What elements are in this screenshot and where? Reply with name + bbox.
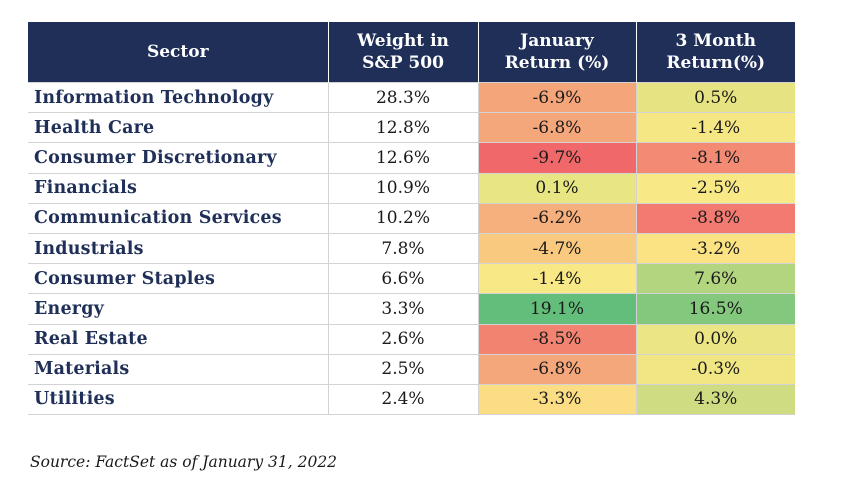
three-month-return-cell: 0.0% [635,323,795,355]
january-return-cell: 19.1% [477,293,636,324]
january-return-cell: -3.3% [477,383,636,416]
sector-name-cell: Industrials [28,232,328,264]
january-return-cell: -6.9% [477,81,636,113]
header-january-return: January Return (%) [477,22,636,83]
three-month-return-cell: 0.5% [635,81,795,113]
table-row: Materials 2.5% -6.8% -0.3% [28,353,795,385]
table-row: Energy 3.3% 19.1% 16.5% [28,293,795,324]
weight-cell: 2.6% [327,323,478,355]
three-month-return-cell: -8.8% [635,202,795,234]
sector-name-cell: Information Technology [28,81,328,113]
three-month-return-cell: -2.5% [635,172,795,204]
sector-name-cell: Energy [28,293,328,324]
weight-cell: 28.3% [327,81,478,113]
weight-cell: 10.2% [327,202,478,234]
january-return-cell: -1.4% [477,263,636,294]
weight-cell: 2.4% [327,383,478,416]
table-row: Industrials 7.8% -4.7% -3.2% [28,232,795,264]
table-row: Financials 10.9% 0.1% -2.5% [28,172,795,204]
table-row: Real Estate 2.6% -8.5% 0.0% [28,323,795,355]
three-month-return-cell: -3.2% [635,232,795,264]
weight-cell: 12.8% [327,112,478,143]
sector-name-cell: Utilities [28,383,328,416]
sector-name-cell: Materials [28,353,328,385]
january-return-cell: -9.7% [477,142,636,174]
three-month-return-cell: -0.3% [635,353,795,385]
table-row: Consumer Staples 6.6% -1.4% 7.6% [28,263,795,294]
table-body: Information Technology 28.3% -6.9% 0.5% Heal… [28,81,795,416]
sector-returns-table: Sector Weight in S&P 500 January Return (%… [28,22,795,416]
january-return-cell: -6.8% [477,353,636,385]
three-month-return-cell: -8.1% [635,142,795,174]
table-row: Information Technology 28.3% -6.9% 0.5% [28,81,795,113]
header-three-month-return: 3 Month Return(%) [635,22,795,83]
table-row: Communication Services 10.2% -6.2% -8.8% [28,202,795,234]
sector-name-cell: Consumer Discretionary [28,142,328,174]
weight-cell: 3.3% [327,293,478,324]
weight-cell: 10.9% [327,172,478,204]
three-month-return-cell: -1.4% [635,112,795,143]
sector-name-cell: Real Estate [28,323,328,355]
january-return-cell: -8.5% [477,323,636,355]
three-month-return-cell: 4.3% [635,383,795,416]
sector-name-cell: Communication Services [28,202,328,234]
weight-cell: 2.5% [327,353,478,385]
table-row: Consumer Discretionary 12.6% -9.7% -8.1% [28,142,795,174]
table-row: Utilities 2.4% -3.3% 4.3% [28,383,795,416]
table-header-row: Sector Weight in S&P 500 January Return (%… [28,22,795,83]
sector-name-cell: Health Care [28,112,328,143]
table-row: Health Care 12.8% -6.8% -1.4% [28,112,795,143]
weight-cell: 6.6% [327,263,478,294]
january-return-cell: -6.2% [477,202,636,234]
three-month-return-cell: 7.6% [635,263,795,294]
january-return-cell: -6.8% [477,112,636,143]
january-return-cell: 0.1% [477,172,636,204]
sector-name-cell: Financials [28,172,328,204]
header-weight: Weight in S&P 500 [327,22,478,83]
three-month-return-cell: 16.5% [635,293,795,324]
header-sector: Sector [28,22,328,83]
weight-cell: 7.8% [327,232,478,264]
weight-cell: 12.6% [327,142,478,174]
january-return-cell: -4.7% [477,232,636,264]
sector-name-cell: Consumer Staples [28,263,328,294]
source-note: Source: FactSet as of January 31, 2022 [30,453,338,471]
